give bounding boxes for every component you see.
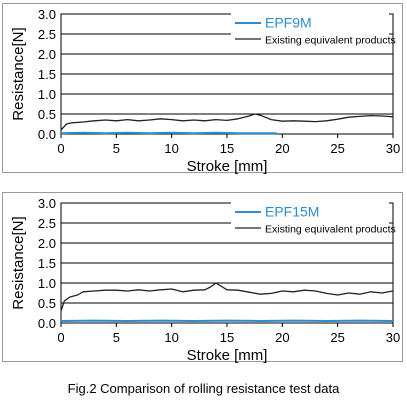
- chart-epf15m: 0.0 0.5 1.0 1.5 2.0 2.5 3.0 0 5 10 15 20 25 30 Stroke …: [10, 196, 400, 364]
- chart-panel-epf9m: 0.0 0.5 1.0 1.5 2.0 2.5 3.0 0 5 10 15 20 25 30 Stroke …: [2, 3, 403, 175]
- x-axis-title: Stroke [mm]: [187, 158, 268, 175]
- x-tick-label: 10: [164, 141, 178, 156]
- x-tick-label: 10: [164, 330, 178, 345]
- x-tick-label: 30: [386, 330, 400, 345]
- x-tick-label: 20: [275, 330, 289, 345]
- x-tick-label: 15: [220, 141, 234, 156]
- x-tick-label: 25: [330, 141, 344, 156]
- y-tick-label: 3.0: [38, 7, 56, 22]
- x-tick-label: 0: [57, 141, 64, 156]
- x-tick-label: 5: [113, 141, 120, 156]
- y-tick-label: 0.0: [38, 316, 56, 331]
- y-tick-label: 1.5: [38, 67, 56, 82]
- chart-epf9m: 0.0 0.5 1.0 1.5 2.0 2.5 3.0 0 5 10 15 20 25 30 Stroke …: [10, 7, 400, 175]
- y-tick-label: 1.5: [38, 256, 56, 271]
- legend-background: [231, 202, 389, 238]
- x-axis-title: Stroke [mm]: [187, 347, 268, 364]
- chart-panel-epf15m: 0.0 0.5 1.0 1.5 2.0 2.5 3.0 0 5 10 15 20 25 30 Stroke …: [2, 192, 403, 364]
- x-tick-label: 0: [57, 330, 64, 345]
- legend-label: Existing equivalent products: [265, 35, 396, 47]
- series-line-1: [60, 282, 394, 312]
- figure-caption: Fig.2 Comparison of rolling resistance t…: [67, 381, 340, 396]
- legend-background: [231, 13, 389, 49]
- y-tick-label: 2.5: [38, 216, 56, 231]
- x-tick-label: 30: [386, 141, 400, 156]
- legend-label: EPF15M: [265, 204, 319, 220]
- y-tick-label: 0.5: [38, 107, 56, 122]
- y-tick-label: 2.5: [38, 27, 56, 42]
- y-axis-title: Resistance[N]: [10, 216, 27, 309]
- y-tick-label: 3.0: [38, 196, 56, 211]
- y-tick-label: 1.0: [38, 87, 56, 102]
- x-tick-label: 5: [113, 330, 120, 345]
- y-tick-label: 2.0: [38, 47, 56, 62]
- x-tick-label: 20: [275, 141, 289, 156]
- y-tick-label: 2.0: [38, 236, 56, 251]
- y-tick-label: 0.5: [38, 296, 56, 311]
- legend-label: EPF9M: [265, 15, 312, 31]
- y-tick-label: 1.0: [38, 276, 56, 291]
- y-tick-label: 0.0: [38, 127, 56, 142]
- y-axis-title: Resistance[N]: [10, 27, 27, 120]
- x-tick-label: 15: [220, 330, 234, 345]
- x-tick-label: 25: [330, 330, 344, 345]
- series-line-1: [60, 113, 394, 131]
- legend-label: Existing equivalent products: [265, 224, 396, 236]
